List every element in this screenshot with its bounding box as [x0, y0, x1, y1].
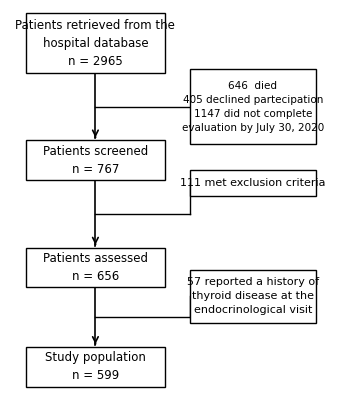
Text: Patients retrieved from the
hospital database
n = 2965: Patients retrieved from the hospital dat… [16, 18, 175, 68]
FancyBboxPatch shape [190, 270, 316, 323]
FancyBboxPatch shape [190, 170, 316, 196]
Text: Patients assessed
n = 656: Patients assessed n = 656 [43, 252, 148, 283]
Text: Patients screened
n = 767: Patients screened n = 767 [43, 145, 148, 176]
FancyBboxPatch shape [26, 248, 165, 287]
Text: 646  died
405 declined partecipation
1147 did not complete
evaluation by July 30: 646 died 405 declined partecipation 1147… [182, 81, 324, 133]
Text: 57 reported a history of
thyroid disease at the
endocrinological visit: 57 reported a history of thyroid disease… [187, 277, 319, 315]
FancyBboxPatch shape [26, 140, 165, 180]
FancyBboxPatch shape [190, 69, 316, 144]
Text: Study population
n = 599: Study population n = 599 [45, 351, 146, 382]
Text: 111 met exclusion criteria: 111 met exclusion criteria [180, 178, 326, 188]
FancyBboxPatch shape [26, 13, 165, 73]
FancyBboxPatch shape [26, 347, 165, 387]
